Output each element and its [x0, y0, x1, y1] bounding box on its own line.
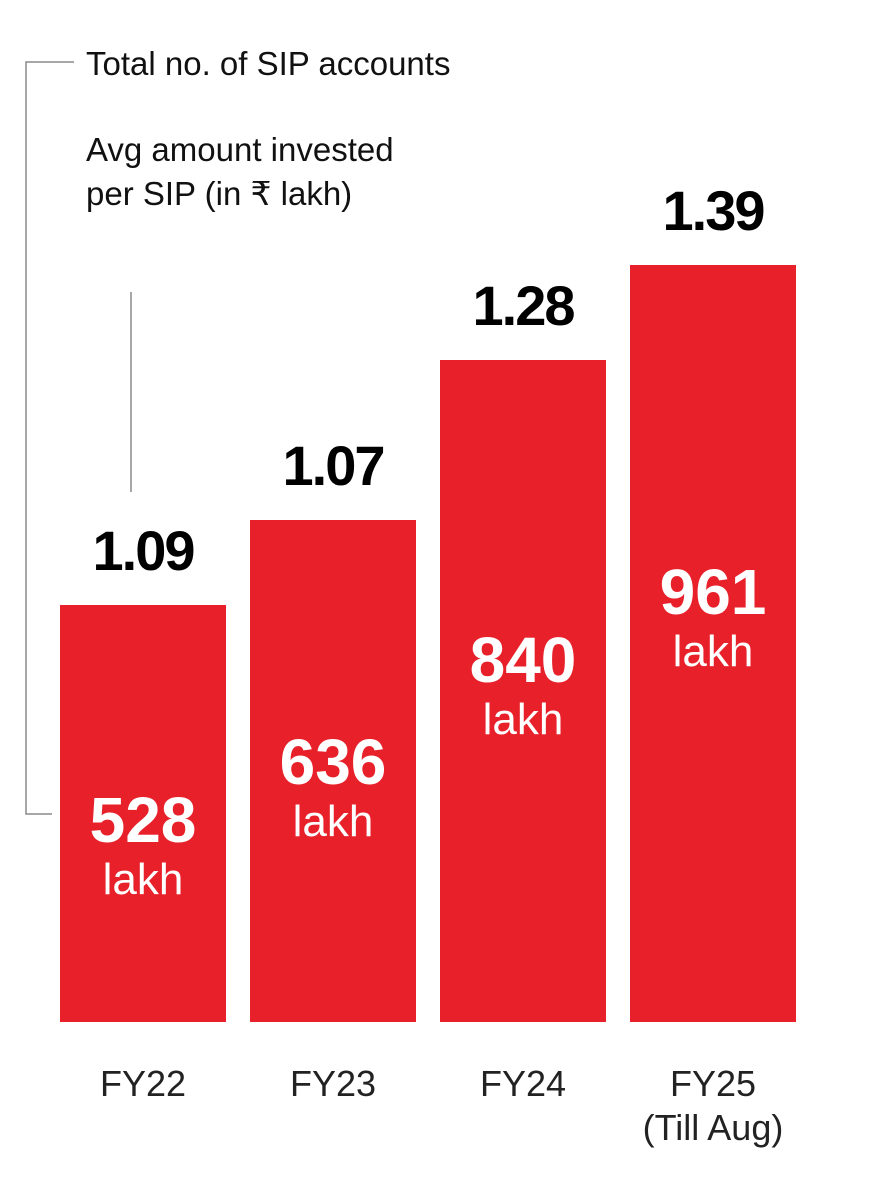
legend-avg-label: Avg amount invested per SIP (in ₹ lakh)	[86, 131, 394, 212]
accounts-unit: lakh	[672, 627, 754, 676]
accounts-number: 528	[89, 784, 197, 856]
accounts-legend-bracket	[25, 61, 74, 815]
bar-fy24	[440, 360, 606, 1022]
avg-amount-label-fy22: 1.09	[92, 519, 196, 582]
category-name: FY24	[479, 1063, 567, 1104]
avg-amount-label-fy25: 1.39	[662, 179, 766, 242]
avg-amount-label-fy23: 1.07	[282, 434, 386, 497]
accounts-unit: lakh	[292, 797, 374, 846]
accounts-number: 636	[279, 726, 387, 798]
accounts-value-label-fy24: 840 lakh	[440, 628, 606, 748]
accounts-number: 961	[659, 556, 767, 628]
bar-fy23	[250, 520, 416, 1022]
accounts-value-label-fy25: 961 lakh	[630, 560, 796, 680]
bar-fy22	[60, 605, 226, 1022]
accounts-unit: lakh	[482, 695, 564, 744]
category-label-fy25: FY25 (Till Aug)	[610, 1062, 816, 1150]
accounts-value-label-fy23: 636 lakh	[250, 730, 416, 850]
category-label-fy22: FY22	[40, 1062, 246, 1106]
category-note: (Till Aug)	[642, 1107, 784, 1148]
accounts-value-label-fy22: 528 lakh	[60, 788, 226, 908]
bar-fy25	[630, 265, 796, 1022]
accounts-number: 840	[469, 624, 577, 696]
category-name: FY25	[669, 1063, 757, 1104]
avg-amount-label-fy24: 1.28	[472, 274, 576, 337]
category-name: FY22	[99, 1063, 187, 1104]
legend-accounts-label: Total no. of SIP accounts	[86, 45, 451, 82]
category-label-fy24: FY24	[420, 1062, 626, 1106]
accounts-unit: lakh	[102, 855, 184, 904]
category-label-fy23: FY23	[230, 1062, 436, 1106]
category-name: FY23	[289, 1063, 377, 1104]
